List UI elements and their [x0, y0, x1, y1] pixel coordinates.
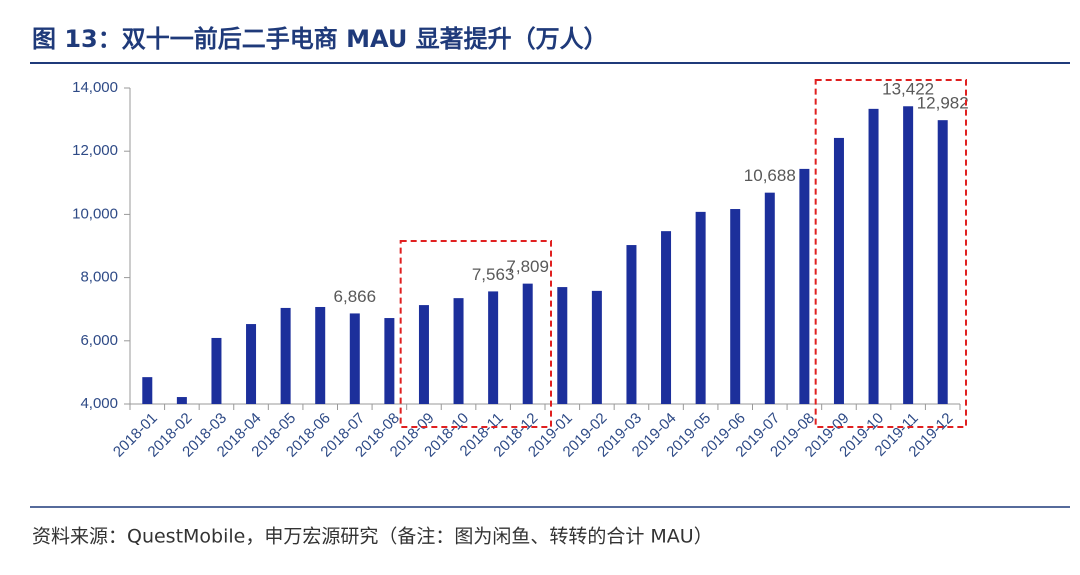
bar — [176, 397, 187, 404]
bar — [246, 324, 257, 404]
bar — [833, 137, 844, 405]
bar — [799, 168, 810, 404]
bar — [211, 337, 222, 404]
bar — [557, 287, 568, 404]
y-tick-label: 8,000 — [80, 269, 118, 286]
value-label: 7,809 — [506, 257, 549, 276]
y-tick-label: 4,000 — [80, 395, 118, 412]
bar — [868, 108, 879, 404]
bar — [903, 106, 914, 404]
y-tick-label: 6,000 — [80, 332, 118, 349]
highlight-box — [814, 79, 968, 428]
value-label: 13,422 — [882, 80, 934, 99]
value-label: 10,688 — [744, 166, 796, 185]
bar — [384, 318, 395, 404]
bar — [695, 211, 706, 404]
value-label: 6,866 — [334, 287, 377, 306]
y-tick-label: 10,000 — [72, 205, 118, 222]
chart-title: 图 13：双十一前后二手电商 MAU 显著提升（万人） — [32, 25, 608, 53]
value-label: 12,982 — [917, 94, 969, 113]
bar — [764, 192, 775, 404]
y-tick-label: 12,000 — [72, 142, 118, 159]
y-tick-label: 14,000 — [72, 79, 118, 96]
highlight-box — [399, 240, 552, 428]
bar — [937, 120, 948, 405]
bar — [591, 290, 602, 404]
bar — [626, 245, 637, 404]
bar — [730, 209, 741, 404]
bar — [522, 283, 533, 404]
bar — [142, 377, 153, 404]
bar — [418, 305, 429, 404]
bar — [349, 313, 360, 404]
value-label: 7,563 — [472, 265, 515, 284]
bar — [315, 306, 326, 404]
bar — [488, 291, 499, 404]
bar — [280, 307, 291, 404]
source-note: 资料来源：QuestMobile，申万宏源研究（备注：图为闲鱼、转转的合计 MA… — [32, 526, 713, 548]
bar — [453, 298, 464, 404]
bar — [661, 231, 672, 404]
